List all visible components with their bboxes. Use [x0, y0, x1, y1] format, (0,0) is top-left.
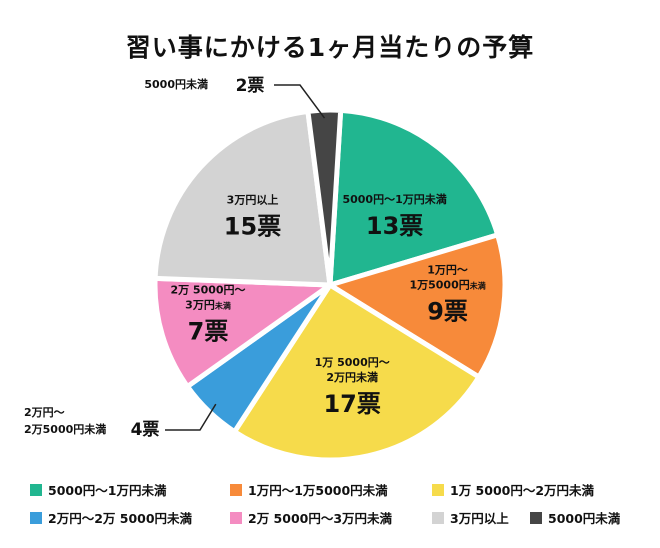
slice-label: 1万5000円未満: [409, 279, 485, 292]
pie-slice: [232, 282, 482, 463]
legend: 5000円〜1万円未満 1万円〜1万5000円未満 1万 5000円〜2万円未満…: [0, 474, 660, 544]
pie-slice: [152, 108, 333, 288]
legend-swatch: [30, 483, 42, 496]
slice-label: 5000円〜1万円未満: [342, 192, 446, 206]
legend-swatch: [230, 483, 242, 496]
slice-value: 13票: [366, 212, 423, 240]
slice-value: 4票: [131, 420, 160, 440]
legend-swatch: [530, 511, 542, 524]
legend-item: 1万円〜1万5000円未満: [230, 480, 388, 499]
pie-slice: [305, 107, 344, 288]
slice-label: 3万円以上: [227, 193, 279, 207]
leader-line: [274, 84, 326, 119]
pie-slice: [327, 107, 501, 288]
slice-label: 2万円未満: [326, 370, 378, 384]
leader-line: [165, 403, 217, 431]
slice-label: 1万円〜: [427, 264, 468, 277]
legend-item: 1万 5000円〜2万円未満: [432, 480, 594, 499]
slice-value: 15票: [224, 213, 281, 241]
legend-label: 3万円以上: [450, 511, 509, 526]
legend-item: 3万円以上: [432, 508, 509, 527]
legend-swatch: [432, 483, 444, 496]
legend-swatch: [30, 511, 42, 524]
slice-value: 7票: [188, 318, 229, 346]
slice-label: 3万円未満: [185, 299, 231, 312]
chart-title: 習い事にかける1ヶ月当たりの予算: [125, 33, 535, 62]
slice-label: 2万円〜: [24, 406, 65, 419]
legend-swatch: [432, 511, 444, 524]
legend-label: 5000円未満: [548, 511, 621, 526]
slice-value: 2票: [236, 76, 265, 96]
slice-label-suffix: 未満: [469, 281, 486, 291]
slice-label: 2万 5000円〜: [170, 284, 245, 297]
slice-value: 17票: [323, 390, 380, 418]
legend-label: 5000円〜1万円未満: [48, 483, 167, 498]
legend-swatch: [230, 511, 242, 524]
pie-slice: [327, 232, 508, 380]
legend-item: 2万円〜2万 5000円未満: [30, 508, 192, 527]
slice-label: 5000円未満: [144, 77, 208, 91]
legend-item: 5000円未満: [530, 508, 620, 527]
pie-slice: [152, 275, 333, 390]
legend-item: 2万 5000円〜3万円未満: [230, 508, 392, 527]
legend-label: 2万円〜2万 5000円未満: [48, 511, 193, 526]
slice-value: 9票: [427, 298, 468, 326]
legend-item: 5000円〜1万円未満: [30, 480, 167, 499]
legend-label: 2万 5000円〜3万円未満: [248, 511, 393, 526]
legend-label: 1万円〜1万5000円未満: [248, 483, 388, 498]
slice-label: 2万5000円未満: [24, 422, 106, 436]
legend-label: 1万 5000円〜2万円未満: [450, 483, 595, 498]
slice-label-suffix: 未満: [214, 301, 231, 311]
slice-label: 1万 5000円〜: [315, 356, 390, 369]
